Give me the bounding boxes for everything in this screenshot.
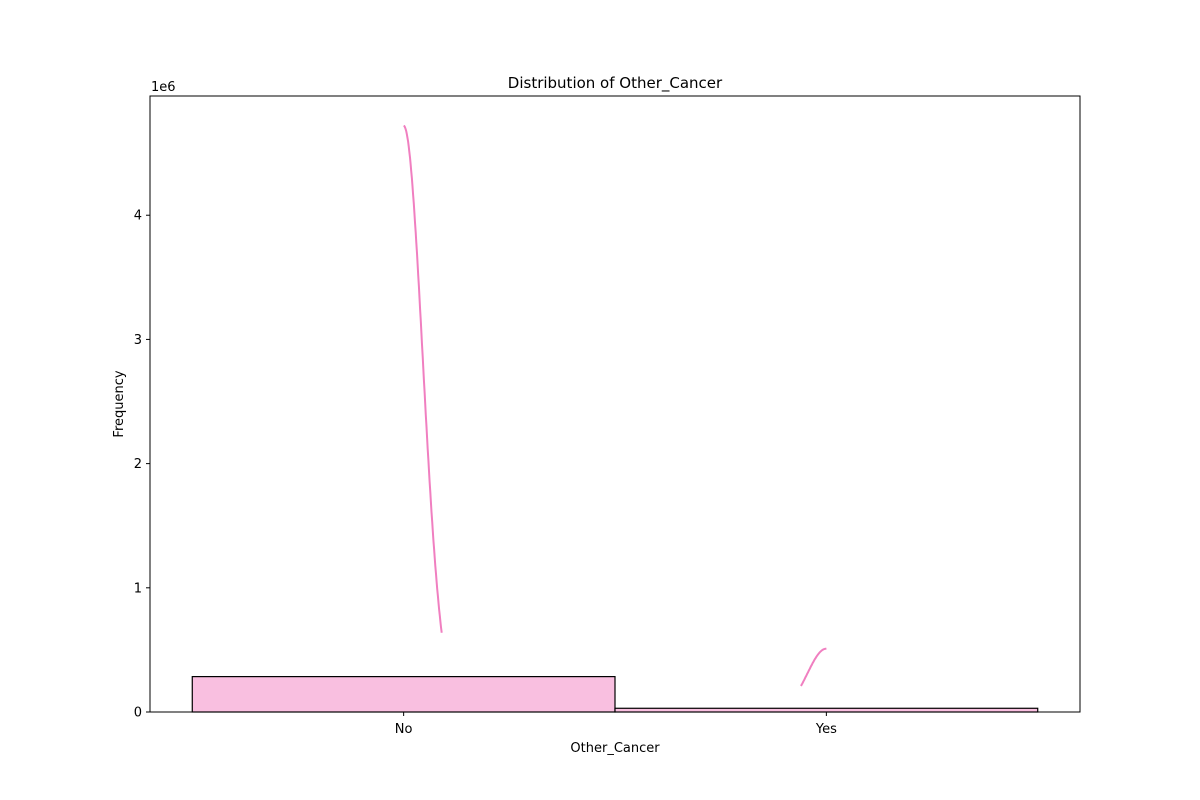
bar-no (192, 677, 615, 712)
y-tick-label: 1 (134, 581, 142, 596)
y-tick-label: 4 (134, 209, 142, 224)
y-tick-label: 3 (134, 333, 142, 348)
x-axis-label: Other_Cancer (570, 741, 660, 756)
x-tick-label: Yes (815, 722, 837, 737)
x-tick-label: No (395, 722, 413, 737)
bar-yes (615, 708, 1038, 712)
y-axis-label: Frequency (112, 370, 127, 437)
y-tick-label: 2 (134, 457, 142, 472)
y-axis-offset-label: 1e6 (151, 80, 176, 95)
y-tick-label: 0 (134, 706, 142, 721)
chart-title: Distribution of Other_Cancer (508, 74, 723, 93)
